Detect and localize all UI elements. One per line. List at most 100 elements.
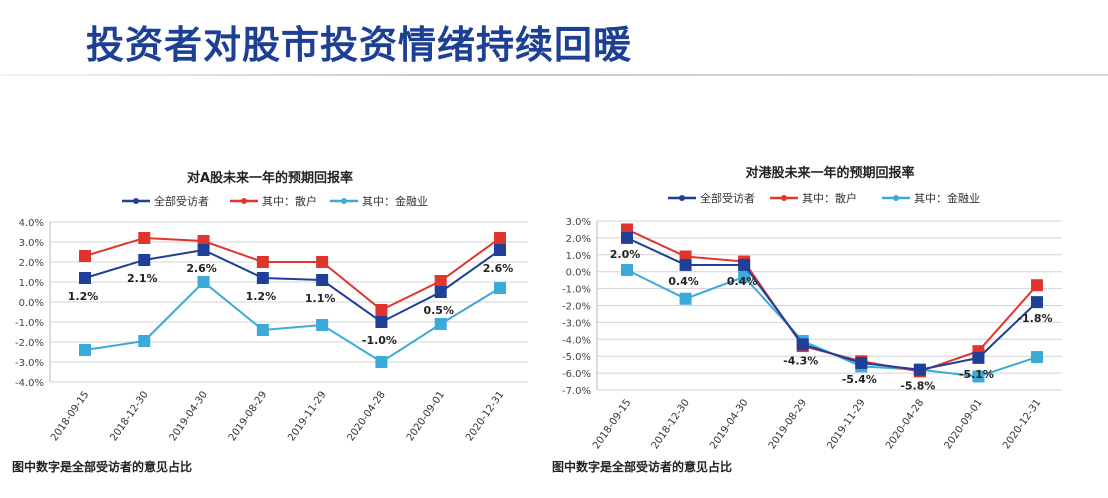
y-tick-label: -3.0% bbox=[562, 318, 591, 329]
data-point bbox=[197, 276, 210, 288]
legend-label: 全部受访者 bbox=[154, 194, 209, 208]
data-point bbox=[256, 324, 269, 336]
data-label: 0.5% bbox=[423, 304, 454, 317]
y-tick-label: 1.0% bbox=[566, 251, 591, 262]
x-tick-label: 2018-09-15 bbox=[591, 397, 633, 451]
legend-marker bbox=[341, 198, 347, 204]
data-point bbox=[494, 232, 506, 244]
data-point bbox=[434, 318, 447, 330]
legend-label: 全部受访者 bbox=[700, 191, 755, 205]
data-point bbox=[1031, 296, 1043, 309]
data-point bbox=[1031, 351, 1043, 364]
y-tick-label: -4.0% bbox=[15, 378, 44, 389]
data-point bbox=[679, 250, 692, 263]
series-line bbox=[84, 248, 501, 324]
x-tick-label: 2019-04-30 bbox=[708, 397, 750, 451]
data-point bbox=[494, 282, 506, 294]
y-tick-label: 0.0% bbox=[566, 268, 591, 279]
data-label: -5.8% bbox=[900, 380, 935, 393]
legend-marker bbox=[679, 195, 685, 201]
y-tick-label: 2.0% bbox=[19, 258, 44, 269]
data-point bbox=[375, 304, 388, 316]
series-line bbox=[84, 280, 501, 364]
data-label: 2.0% bbox=[610, 248, 641, 261]
y-tick-label: -4.0% bbox=[562, 335, 591, 346]
data-point bbox=[256, 256, 269, 268]
data-point bbox=[738, 270, 751, 283]
legend-marker bbox=[893, 195, 899, 201]
data-point bbox=[316, 256, 329, 268]
legend-label: 其中：金融业 bbox=[362, 194, 428, 208]
legend-label: 其中：金融业 bbox=[914, 191, 980, 205]
data-label: -1.0% bbox=[362, 334, 397, 347]
hk-share-footnote: 图中数字是全部受访者的意见占比 bbox=[552, 460, 733, 474]
data-label: 2.6% bbox=[186, 262, 217, 275]
x-tick-label: 2019-11-29 bbox=[825, 397, 867, 451]
data-point bbox=[972, 370, 985, 383]
data-point bbox=[738, 258, 751, 271]
data-label: -1.8% bbox=[1017, 312, 1052, 325]
y-tick-label: 3.0% bbox=[19, 238, 44, 249]
data-point bbox=[434, 275, 447, 287]
data-point bbox=[79, 250, 91, 262]
y-tick-label: 2.0% bbox=[566, 234, 591, 245]
chart-title: 对A股未来一年的预期回报率 bbox=[187, 170, 353, 186]
data-label: 0.4% bbox=[668, 275, 699, 288]
page-title: 投资者对股市投资情绪持续回暖 bbox=[86, 23, 633, 67]
data-label: 1.1% bbox=[305, 292, 336, 305]
y-tick-label: -1.0% bbox=[562, 285, 591, 296]
data-point bbox=[256, 272, 269, 284]
data-point bbox=[621, 231, 633, 244]
x-tick-label: 2019-08-29 bbox=[767, 397, 809, 451]
data-label: 0.4% bbox=[727, 275, 758, 288]
y-tick-label: -6.0% bbox=[562, 369, 591, 380]
a-share-footnote: 图中数字是全部受访者的意见占比 bbox=[12, 460, 193, 474]
y-tick-label: -3.0% bbox=[15, 358, 44, 369]
data-label: 1.2% bbox=[246, 290, 277, 303]
title-divider bbox=[0, 74, 1108, 76]
y-tick-label: 1.0% bbox=[19, 278, 44, 289]
y-tick-label: 0.0% bbox=[19, 298, 44, 309]
series-line bbox=[84, 236, 501, 312]
legend-marker bbox=[781, 195, 787, 201]
data-point bbox=[375, 316, 388, 328]
data-point bbox=[138, 335, 151, 347]
legend-marker bbox=[241, 198, 247, 204]
y-tick-label: -1.0% bbox=[15, 318, 44, 329]
data-label: 2.1% bbox=[127, 272, 158, 285]
data-point bbox=[375, 356, 388, 368]
data-point bbox=[679, 292, 692, 305]
data-point bbox=[197, 244, 210, 256]
data-point bbox=[913, 363, 926, 376]
data-point bbox=[79, 272, 91, 284]
chart-title: 对港股未来一年的预期回报率 bbox=[745, 165, 914, 181]
data-label: -5.4% bbox=[842, 373, 877, 386]
legend-label: 其中：散户 bbox=[262, 194, 317, 208]
x-tick-label: 2020-12-31 bbox=[1001, 397, 1043, 451]
data-point bbox=[1031, 279, 1043, 292]
data-point bbox=[494, 244, 506, 256]
data-label: 1.2% bbox=[68, 290, 99, 303]
data-point bbox=[316, 319, 329, 331]
data-point bbox=[138, 254, 151, 266]
data-point bbox=[796, 338, 809, 351]
y-tick-label: -5.0% bbox=[562, 352, 591, 363]
data-point bbox=[316, 274, 329, 286]
y-tick-label: -7.0% bbox=[562, 386, 591, 397]
data-label: -4.3% bbox=[783, 354, 818, 367]
legend-marker bbox=[133, 198, 139, 204]
series-line bbox=[626, 236, 1038, 371]
data-point bbox=[972, 351, 985, 364]
data-point bbox=[855, 356, 868, 369]
x-tick-label: 2020-09-01 bbox=[943, 397, 985, 451]
y-tick-label: 3.0% bbox=[566, 217, 591, 228]
data-point bbox=[138, 232, 151, 244]
legend-label: 其中：散户 bbox=[802, 191, 857, 205]
data-label: -5.1% bbox=[959, 368, 994, 381]
data-point bbox=[434, 286, 447, 298]
y-tick-label: -2.0% bbox=[15, 338, 44, 349]
data-point bbox=[79, 344, 91, 356]
x-tick-label: 2018-12-30 bbox=[650, 397, 692, 451]
